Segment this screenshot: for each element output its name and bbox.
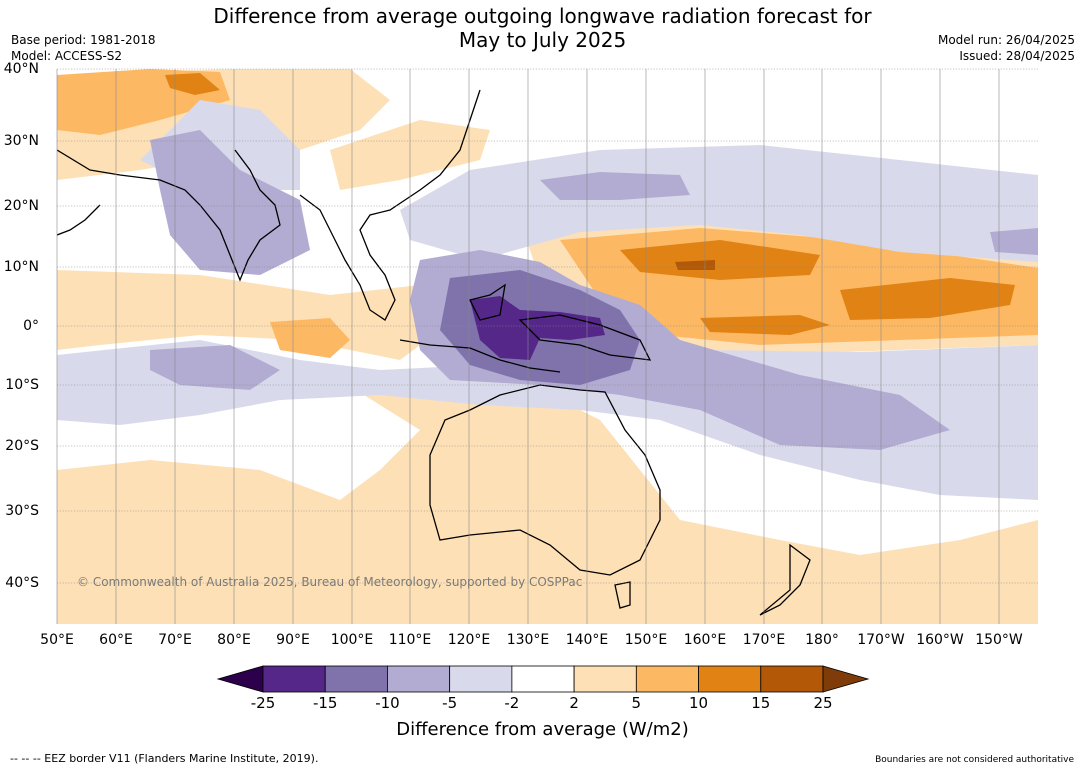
meridians xyxy=(56,69,1000,624)
lon-label: 160°W xyxy=(916,632,964,648)
meta-left: Base period: 1981-2018 Model: ACCESS-S2 xyxy=(11,32,156,64)
lon-label: 150°E xyxy=(624,632,668,648)
model-run: Model run: 26/04/2025 xyxy=(937,33,1075,47)
colorbar-tick-label: 15 xyxy=(751,694,771,712)
anomaly-region xyxy=(57,380,1038,624)
lat-label: 10°S xyxy=(5,377,39,393)
colorbar xyxy=(216,665,870,693)
boundaries-disclaimer: Boundaries are not considered authoritat… xyxy=(875,755,1074,765)
lon-label: 50°E xyxy=(40,632,74,648)
lat-label: 0° xyxy=(23,318,39,334)
coastlines xyxy=(57,89,811,616)
graticule xyxy=(57,68,1038,584)
lon-label: 120°E xyxy=(447,632,491,648)
lon-label: 170°W xyxy=(857,632,905,648)
anomaly-region xyxy=(470,296,605,360)
colorbar-tick-label: -15 xyxy=(312,694,338,712)
model-name: Model: ACCESS-S2 xyxy=(11,49,123,63)
title-line-2: May to July 2025 xyxy=(458,28,627,52)
anomaly-region xyxy=(270,318,350,358)
anomaly-region xyxy=(990,228,1038,255)
issued-date: Issued: 28/04/2025 xyxy=(959,49,1075,63)
lon-label: 180° xyxy=(805,632,839,648)
base-period: Base period: 1981-2018 xyxy=(11,33,156,47)
colorbar-tick-label: 25 xyxy=(813,694,833,712)
anomaly-region xyxy=(620,240,820,280)
lon-label: 150°W xyxy=(975,632,1023,648)
meta-right: Model run: 26/04/2025 Issued: 28/04/2025 xyxy=(938,32,1075,64)
lat-label: 20°N xyxy=(3,198,39,214)
anomaly-region xyxy=(165,73,220,95)
colorbar-tick-label: -2 xyxy=(504,694,520,712)
colorbar-swatch xyxy=(760,665,824,693)
lat-label: 40°S xyxy=(5,575,39,591)
lon-label: 110°E xyxy=(388,632,432,648)
colorbar-swatch xyxy=(635,665,699,693)
lon-label: 60°E xyxy=(99,632,133,648)
anomaly-region xyxy=(700,315,830,335)
lon-label: 170°E xyxy=(742,632,786,648)
colorbar-swatch xyxy=(573,665,637,693)
anomaly-region xyxy=(840,278,1015,320)
colorbar-swatch xyxy=(324,665,388,693)
lon-label: 70°E xyxy=(158,632,192,648)
lon-label: 90°E xyxy=(276,632,310,648)
lat-label: 10°N xyxy=(3,259,39,275)
lon-label: 140°E xyxy=(565,632,609,648)
anomaly-region xyxy=(150,130,310,275)
colorbar-tick-label: -10 xyxy=(375,694,400,712)
colorbar-tick-label: -5 xyxy=(442,694,458,712)
anomaly-region xyxy=(150,345,280,390)
lon-label: 160°E xyxy=(683,632,727,648)
map-title: Difference from average outgoing longwav… xyxy=(0,4,1085,52)
colorbar-tick-label: 5 xyxy=(631,694,642,712)
colorbar-title: Difference from average (W/m2) xyxy=(396,719,689,740)
copyright-text: © Commonwealth of Australia 2025, Bureau… xyxy=(77,575,582,589)
lat-label: 20°S xyxy=(5,438,39,454)
colorbar-swatch xyxy=(449,665,513,693)
colorbar-tick-label: 2 xyxy=(569,694,579,712)
lat-label: 40°N xyxy=(3,61,39,77)
lon-label: 100°E xyxy=(330,632,374,648)
colorbar-swatch xyxy=(387,665,451,693)
colorbar-extend-low xyxy=(216,665,264,693)
title-line-1: Difference from average outgoing longwav… xyxy=(213,4,872,28)
eez-legend-note: -- -- -- EEZ border V11 (Flanders Marine… xyxy=(10,752,319,765)
colorbar-swatch xyxy=(698,665,762,693)
anomaly-region xyxy=(540,172,690,200)
lat-label: 30°N xyxy=(3,133,39,149)
colorbar-tick-label: 10 xyxy=(689,694,709,712)
colorbar-extend-high xyxy=(822,665,870,693)
colorbar-swatch xyxy=(511,665,575,693)
anomaly-field xyxy=(57,69,1038,624)
lon-label: 130°E xyxy=(506,632,550,648)
colorbar-tick-label: -25 xyxy=(250,694,276,712)
lon-label: 80°E xyxy=(217,632,251,648)
anomaly-region xyxy=(400,145,1038,262)
lat-label: 30°S xyxy=(5,503,39,519)
colorbar-swatch xyxy=(262,665,326,693)
